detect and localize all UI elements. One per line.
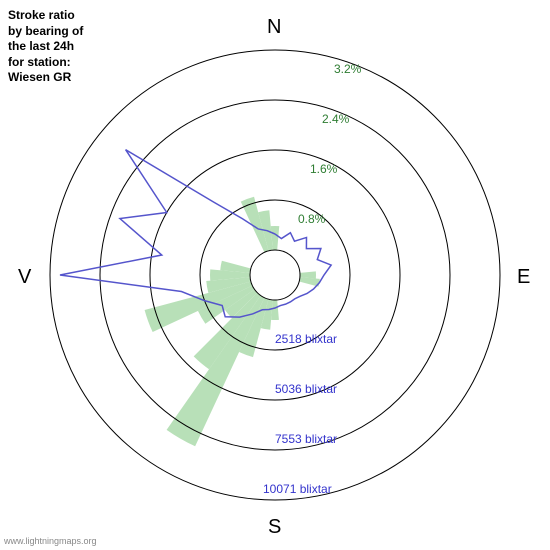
ring-label-blue: 7553 blixtar xyxy=(275,432,337,446)
ring-label-green: 3.2% xyxy=(334,62,361,76)
ring-label-green: 2.4% xyxy=(322,112,349,126)
polar-chart xyxy=(0,0,550,550)
ring-label-blue: 10071 blixtar xyxy=(263,482,332,496)
ring-label-blue: 2518 blixtar xyxy=(275,332,337,346)
ring-label-green: 0.8% xyxy=(298,212,325,226)
ring-label-green: 1.6% xyxy=(310,162,337,176)
cardinal-s: S xyxy=(268,516,281,539)
cardinal-v: V xyxy=(18,266,31,289)
center-circle xyxy=(250,250,300,300)
cardinal-n: N xyxy=(267,16,281,39)
cardinal-e: E xyxy=(517,266,530,289)
ring-label-blue: 5036 blixtar xyxy=(275,382,337,396)
